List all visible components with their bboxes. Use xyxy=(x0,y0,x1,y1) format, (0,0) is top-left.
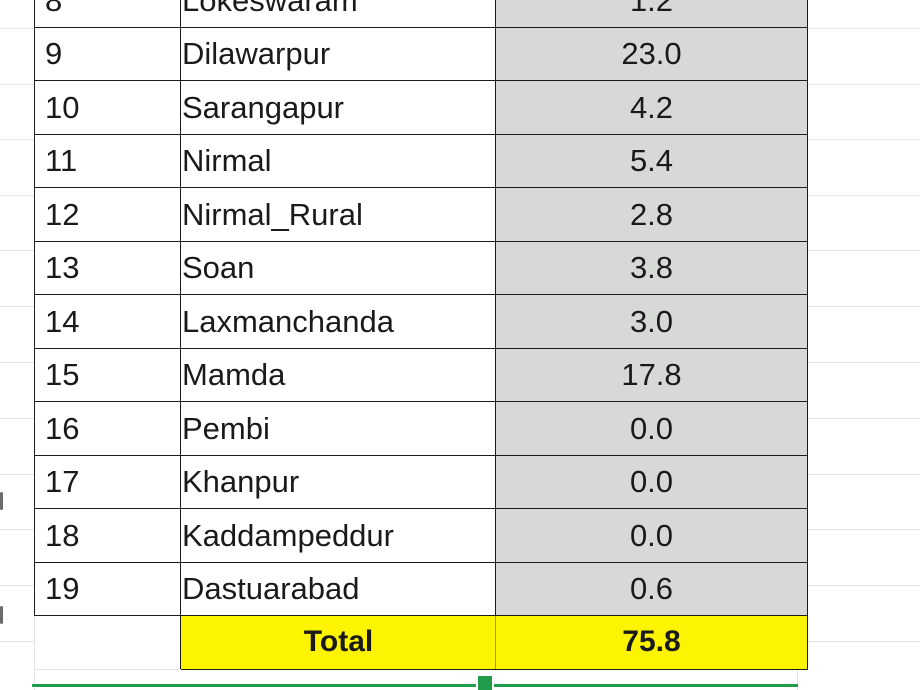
row-number-cell[interactable]: 8 xyxy=(34,0,181,28)
row-number-cell[interactable]: 18 xyxy=(34,508,181,563)
value-cell[interactable]: 1.2 xyxy=(495,0,808,28)
row-number-cell[interactable]: 17 xyxy=(34,454,181,509)
row-number-cell[interactable]: 10 xyxy=(34,80,181,135)
value-cell[interactable]: 0.0 xyxy=(495,454,808,509)
place-name-cell[interactable]: Lokeswaram xyxy=(180,0,496,28)
row-number-cell[interactable]: 15 xyxy=(34,347,181,402)
table-row: 19 Dastuarabad 0.6 xyxy=(34,561,808,616)
table-row: 8 Lokeswaram 1.2 xyxy=(34,0,808,28)
place-name-cell[interactable]: Pembi xyxy=(180,401,496,456)
table-row: 18 Kaddampeddur 0.0 xyxy=(34,508,808,563)
table-row: 11 Nirmal 5.4 xyxy=(34,133,808,188)
place-name-cell[interactable]: Nirmal xyxy=(180,133,496,188)
row-number-cell[interactable]: 12 xyxy=(34,187,181,242)
row-number-cell[interactable]: 16 xyxy=(34,401,181,456)
selection-outline xyxy=(32,684,798,687)
scroll-edge-mark xyxy=(0,492,3,510)
value-cell[interactable]: 5.4 xyxy=(495,133,808,188)
table-row: 14 Laxmanchanda 3.0 xyxy=(34,294,808,349)
table-row: 17 Khanpur 0.0 xyxy=(34,454,808,509)
fill-handle[interactable] xyxy=(476,674,494,690)
value-cell[interactable]: 17.8 xyxy=(495,347,808,402)
place-name-cell[interactable]: Soan xyxy=(180,240,496,295)
data-table: 8 Lokeswaram 1.2 9 Dilawarpur 23.0 10 Sarangapu… xyxy=(34,0,808,670)
table-row: 15 Mamda 17.8 xyxy=(34,347,808,402)
value-cell[interactable]: 23.0 xyxy=(495,26,808,81)
table-row: 13 Soan 3.8 xyxy=(34,240,808,295)
value-cell[interactable]: 0.0 xyxy=(495,401,808,456)
place-name-cell[interactable]: Dilawarpur xyxy=(180,26,496,81)
table-row: 16 Pembi 0.0 xyxy=(34,401,808,456)
total-value-cell[interactable]: 75.8 xyxy=(495,615,808,670)
table-row: 10 Sarangapur 4.2 xyxy=(34,80,808,135)
scroll-edge-mark xyxy=(0,606,3,624)
total-label-cell[interactable]: Total xyxy=(180,615,496,670)
value-cell[interactable]: 0.6 xyxy=(495,561,808,616)
row-number-cell[interactable]: 9 xyxy=(34,26,181,81)
row-number-cell[interactable]: 13 xyxy=(34,240,181,295)
place-name-cell[interactable]: Sarangapur xyxy=(180,80,496,135)
row-number-cell[interactable]: 19 xyxy=(34,561,181,616)
place-name-cell[interactable]: Dastuarabad xyxy=(180,561,496,616)
value-cell[interactable]: 2.8 xyxy=(495,187,808,242)
value-cell[interactable]: 3.0 xyxy=(495,294,808,349)
place-name-cell[interactable]: Mamda xyxy=(180,347,496,402)
place-name-cell[interactable]: Kaddampeddur xyxy=(180,508,496,563)
value-cell[interactable]: 3.8 xyxy=(495,240,808,295)
empty-cell[interactable] xyxy=(34,615,181,670)
place-name-cell[interactable]: Laxmanchanda xyxy=(180,294,496,349)
total-row: Total 75.8 xyxy=(34,615,808,670)
table-row: 9 Dilawarpur 23.0 xyxy=(34,26,808,81)
table-row: 12 Nirmal_Rural 2.8 xyxy=(34,187,808,242)
place-name-cell[interactable]: Khanpur xyxy=(180,454,496,509)
row-number-cell[interactable]: 11 xyxy=(34,133,181,188)
value-cell[interactable]: 0.0 xyxy=(495,508,808,563)
place-name-cell[interactable]: Nirmal_Rural xyxy=(180,187,496,242)
value-cell[interactable]: 4.2 xyxy=(495,80,808,135)
row-number-cell[interactable]: 14 xyxy=(34,294,181,349)
